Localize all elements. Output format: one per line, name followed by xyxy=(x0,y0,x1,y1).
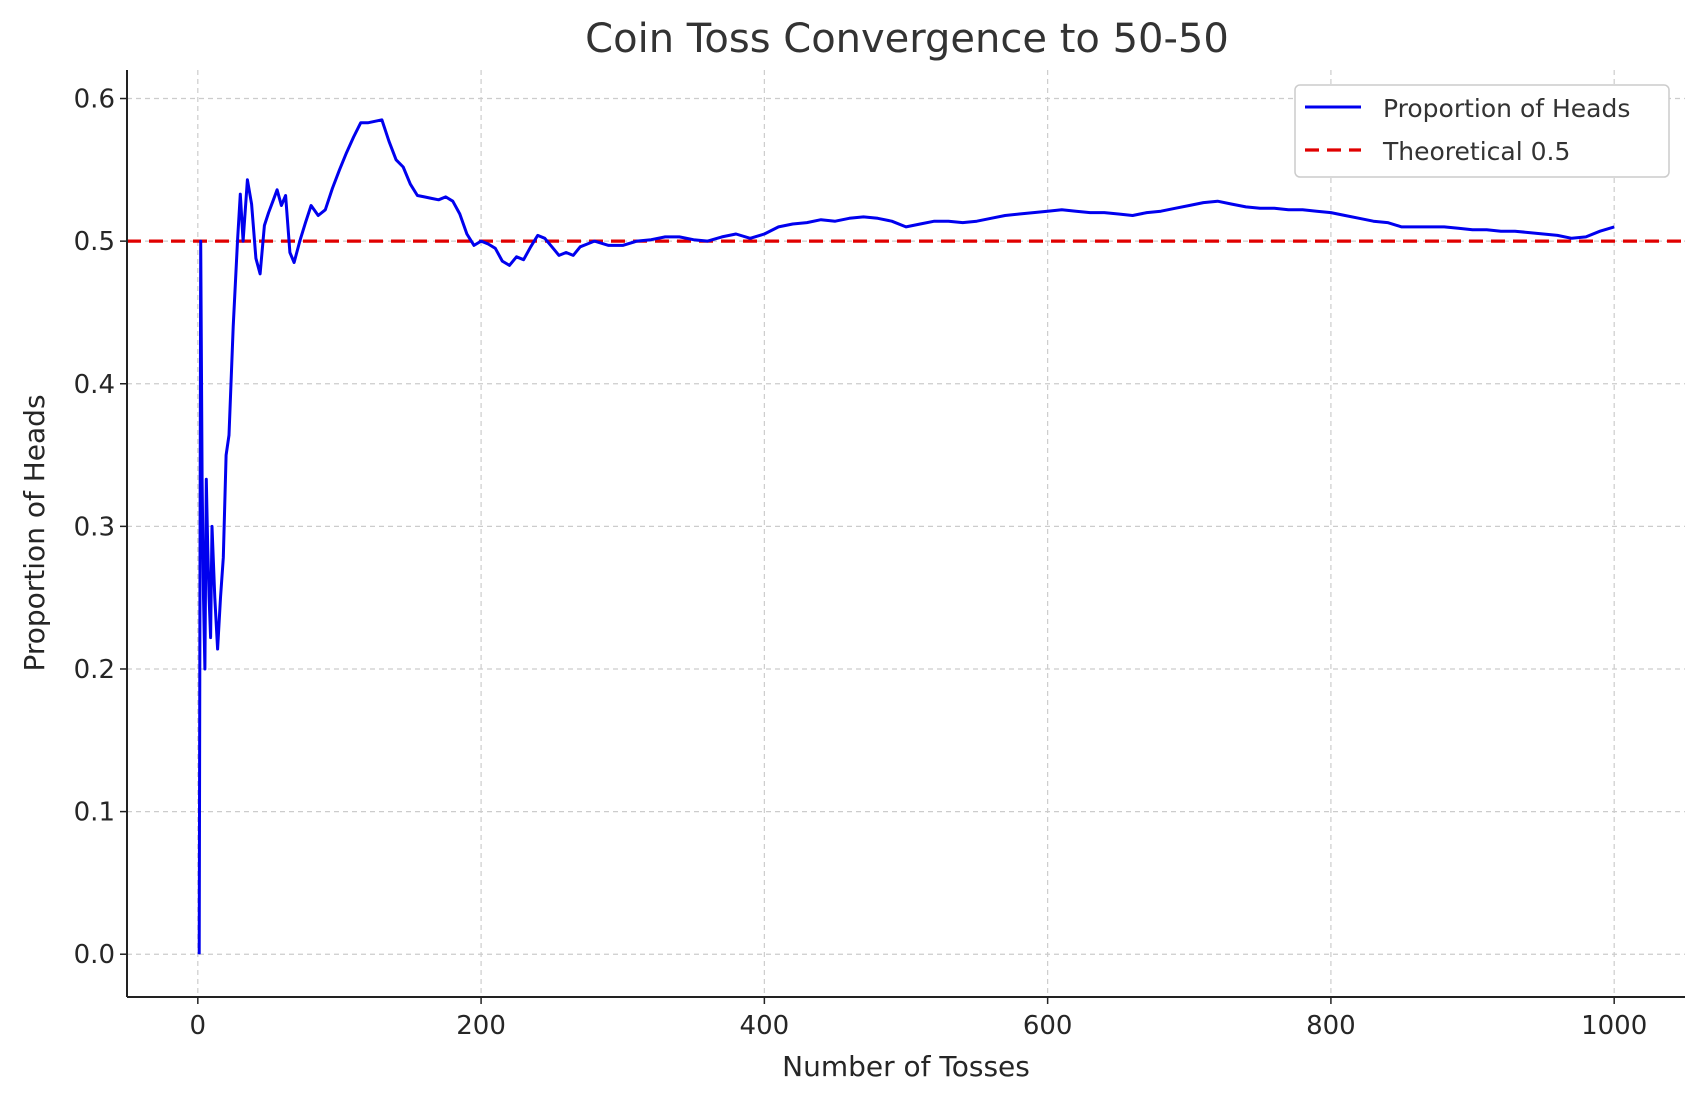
x-axis-ticks: 0 200 400 600 800 1000 xyxy=(190,997,1647,1041)
x-tick-label: 600 xyxy=(1023,1011,1073,1041)
y-tick-label: 0.1 xyxy=(74,798,115,828)
y-axis-ticks: 0.0 0.1 0.2 0.3 0.4 0.5 0.6 xyxy=(74,85,127,970)
x-tick-label: 400 xyxy=(740,1011,790,1041)
legend-label-heads: Proportion of Heads xyxy=(1383,94,1630,123)
legend-box xyxy=(1294,84,1670,178)
y-tick-label: 0.6 xyxy=(74,85,115,115)
x-tick-label: 200 xyxy=(456,1011,506,1041)
y-tick-label: 0.5 xyxy=(74,227,115,257)
x-tick-label: 1000 xyxy=(1581,1011,1647,1041)
legend: Proportion of Heads Theoretical 0.5 xyxy=(1294,84,1670,178)
series-heads-line xyxy=(197,118,1615,955)
y-tick-label: 0.4 xyxy=(74,370,115,400)
y-axis-label: Proportion of Heads xyxy=(18,394,51,671)
chart-title: Coin Toss Convergence to 50-50 xyxy=(585,16,1229,62)
x-tick-label: 800 xyxy=(1306,1011,1356,1041)
y-tick-label: 0.3 xyxy=(74,512,115,542)
x-gridlines xyxy=(197,70,1615,997)
y-tick-label: 0.2 xyxy=(74,655,115,685)
legend-label-theoretical: Theoretical 0.5 xyxy=(1382,137,1570,166)
x-tick-label: 0 xyxy=(190,1011,207,1041)
x-axis-label: Number of Tosses xyxy=(782,1050,1030,1083)
y-tick-label: 0.0 xyxy=(74,940,115,970)
